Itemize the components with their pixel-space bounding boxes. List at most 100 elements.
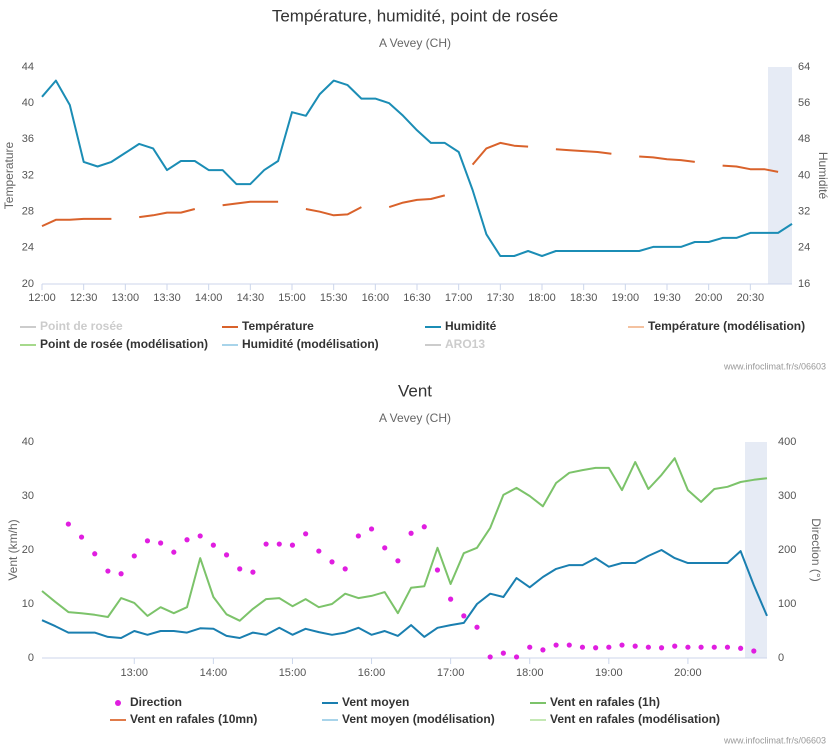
data-line [41,217,112,228]
x-tick-label: 13:00 [121,667,149,679]
data-line [222,200,279,207]
data-point [171,549,177,555]
y2-tick-label: 32 [798,206,810,218]
legend-label: Température (modélisation) [648,319,805,333]
y-tick-label: 20 [22,544,34,556]
x-tick-label: 19:00 [612,292,640,304]
y-axis-title: Temperature [2,141,16,209]
data-point [382,545,388,551]
data-point [250,569,256,575]
data-point [368,526,375,532]
data-point [329,559,335,565]
data-line [305,206,362,217]
y2-tick-label: 40 [798,169,810,181]
y2-tick-label: 100 [778,598,796,610]
legend-label: Vent en rafales (10mn) [130,712,257,726]
data-line [41,79,793,257]
x-tick-label: 18:00 [516,667,544,679]
data-point [527,644,533,650]
data-point [263,541,269,547]
x-tick-label: 18:00 [528,292,556,304]
credits: www.infoclimat.fr/s/06603 [723,361,826,371]
chart-title: Vent [398,381,432,400]
chart-subtitle: A Vevey (CH) [379,411,451,425]
y2-tick-label: 0 [778,652,784,664]
y2-tick-label: 400 [778,436,796,448]
y-tick-label: 36 [22,133,34,145]
x-tick-label: 19:00 [595,667,623,679]
x-tick-label: 19:30 [653,292,681,304]
x-tick-label: 16:00 [358,667,386,679]
data-point [645,644,651,650]
data-line [139,208,196,219]
y2-tick-label: 64 [798,61,810,73]
legend-label: Point de rosée (modélisation) [40,337,208,351]
data-point [487,654,493,660]
y2-axis-title: Humidité [816,152,830,200]
credits: www.infoclimat.fr/s/06603 [723,735,826,745]
data-point [672,643,678,649]
x-tick-label: 12:30 [70,292,98,304]
data-point [751,648,757,654]
data-point [276,541,282,547]
data-point [474,624,480,630]
y2-tick-label: 48 [798,133,810,145]
y-axis-title: Vent (km/h) [6,519,20,580]
x-tick-label: 15:30 [320,292,348,304]
x-tick-label: 16:00 [362,292,390,304]
data-point [448,596,454,602]
x-tick-label: 13:00 [112,292,140,304]
data-point [131,553,137,559]
x-tick-label: 18:30 [570,292,598,304]
y2-tick-label: 16 [798,278,810,290]
legend-label: Vent en rafales (1h) [550,695,660,709]
legend-label: Humidité [445,319,497,333]
data-line [555,148,612,155]
x-tick-label: 12:00 [28,292,56,304]
x-tick-label: 20:30 [737,292,765,304]
data-point [685,644,691,650]
data-point [724,644,731,650]
data-line [41,457,768,622]
data-point [434,567,441,573]
data-point [342,566,348,572]
data-point [303,531,309,537]
x-tick-label: 14:00 [200,667,228,679]
data-point [78,534,85,540]
y-tick-label: 32 [22,169,34,181]
x-tick-label: 17:00 [445,292,473,304]
x-tick-label: 13:30 [153,292,181,304]
chart-title: Température, humidité, point de rosée [272,6,558,25]
forecast-band [745,442,767,658]
data-point [593,645,599,651]
data-point [316,548,322,554]
y-tick-label: 0 [28,652,34,664]
y2-tick-label: 200 [778,544,796,556]
data-point [210,542,216,548]
data-point [237,566,243,572]
data-point [513,654,520,660]
data-point [632,643,638,649]
y2-tick-label: 300 [778,490,796,502]
chart-subtitle: A Vevey (CH) [379,36,451,50]
x-tick-label: 16:30 [403,292,431,304]
data-point [105,568,111,574]
y-tick-label: 44 [22,61,34,73]
data-line [41,549,768,639]
data-point [553,642,559,648]
legend-label: Direction [130,695,182,709]
data-point [461,613,467,619]
x-tick-label: 20:00 [695,292,723,304]
data-line [722,164,779,173]
legend-label: Vent moyen [342,695,409,709]
data-point [579,644,586,650]
data-point [606,644,612,650]
y-tick-label: 28 [22,206,34,218]
data-point [566,642,572,648]
legend-label: Vent moyen (modélisation) [342,712,495,726]
y2-tick-label: 24 [798,242,810,254]
data-point [698,644,704,650]
legend-label: Température [242,319,314,333]
data-point [738,645,744,651]
